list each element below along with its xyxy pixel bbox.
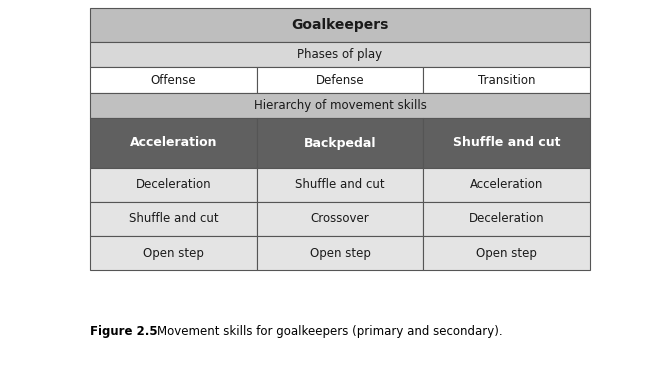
Bar [423,236,590,270]
Text: Acceleration: Acceleration [470,179,543,192]
Bar [90,67,257,93]
Text: Acceleration: Acceleration [129,137,217,150]
Bar [257,236,423,270]
Bar [257,202,423,236]
Bar [90,202,257,236]
Bar [90,236,257,270]
Bar [257,67,423,93]
Text: Open step: Open step [309,247,370,260]
Bar [423,67,590,93]
Text: Phases of play: Phases of play [298,48,383,61]
Text: Deceleration: Deceleration [135,179,211,192]
Bar [423,118,590,168]
Text: Transition: Transition [478,74,536,87]
Bar [90,118,257,168]
Text: Offense: Offense [151,74,196,87]
Text: Deceleration: Deceleration [469,212,545,225]
Text: Figure 2.5: Figure 2.5 [90,325,157,338]
Bar [257,118,423,168]
Bar [257,168,423,202]
Text: Open step: Open step [476,247,537,260]
Text: Backpedal: Backpedal [304,137,376,150]
Text: Crossover: Crossover [311,212,369,225]
Bar [90,93,590,118]
Text: Movement skills for goalkeepers (primary and secondary).: Movement skills for goalkeepers (primary… [142,325,502,338]
Text: Shuffle and cut: Shuffle and cut [295,179,385,192]
Bar [90,8,590,42]
Text: Shuffle and cut: Shuffle and cut [453,137,560,150]
Text: Hierarchy of movement skills: Hierarchy of movement skills [254,99,426,112]
Text: Shuffle and cut: Shuffle and cut [129,212,218,225]
Text: Goalkeepers: Goalkeepers [291,18,389,32]
Bar [90,168,257,202]
Bar [423,168,590,202]
Bar [90,42,590,67]
Text: Defense: Defense [316,74,364,87]
Bar [423,202,590,236]
Text: Open step: Open step [143,247,203,260]
